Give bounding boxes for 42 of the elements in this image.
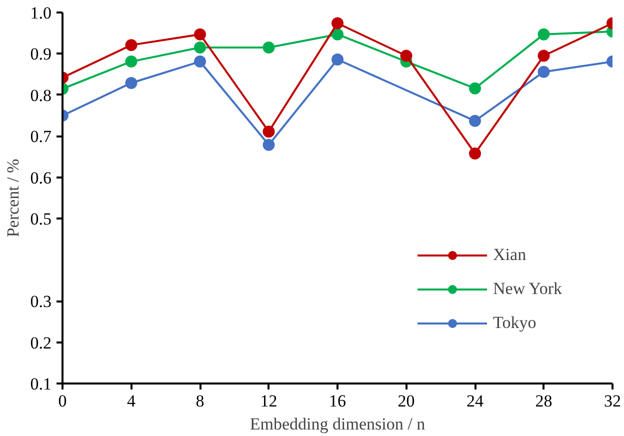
x-tick-label: 0 — [58, 392, 67, 410]
x-axis-title: Embedding dimension / n — [250, 414, 426, 434]
point — [262, 42, 275, 54]
point — [469, 114, 481, 127]
point — [125, 39, 138, 52]
point — [332, 17, 344, 30]
point — [332, 54, 344, 66]
point — [469, 82, 481, 94]
point — [469, 147, 481, 160]
x-tick-label: 16 — [329, 392, 346, 410]
y-axis-title: Percent / % — [3, 158, 22, 238]
point — [538, 50, 550, 62]
point — [262, 126, 275, 138]
y-tick-label: 0.2 — [30, 333, 52, 352]
point — [194, 28, 206, 40]
y-tick-label: 0.9 — [30, 44, 52, 64]
point — [194, 56, 206, 68]
y-tick-label: 0.1 — [30, 374, 52, 394]
point — [125, 77, 138, 89]
x-tick-label: 4 — [127, 392, 136, 410]
y-tick-label: 0.5 — [30, 210, 52, 229]
x-tick-label: 20 — [398, 392, 415, 410]
legend-label: New York — [493, 279, 562, 299]
point — [538, 28, 550, 40]
y-tick-label: 0.8 — [30, 86, 52, 105]
x-tick-label: 12 — [260, 392, 278, 410]
point — [400, 50, 412, 62]
y-tick-label: 0.3 — [30, 292, 52, 312]
legend-label: Tokyo — [493, 313, 536, 333]
x-tick-label: 8 — [196, 392, 204, 410]
x-tick-label: 32 — [604, 392, 621, 410]
point — [194, 42, 206, 54]
point — [125, 56, 138, 68]
point — [332, 28, 344, 40]
legend-label: Xian — [493, 245, 526, 265]
x-tick-label: 24 — [466, 392, 484, 410]
point — [262, 138, 275, 151]
point — [538, 66, 550, 78]
y-tick-label: 1.0 — [30, 4, 52, 22]
y-tick-label: 0.6 — [30, 168, 52, 188]
y-tick-label: 0.7 — [30, 127, 52, 146]
x-tick-label: 28 — [535, 392, 552, 410]
